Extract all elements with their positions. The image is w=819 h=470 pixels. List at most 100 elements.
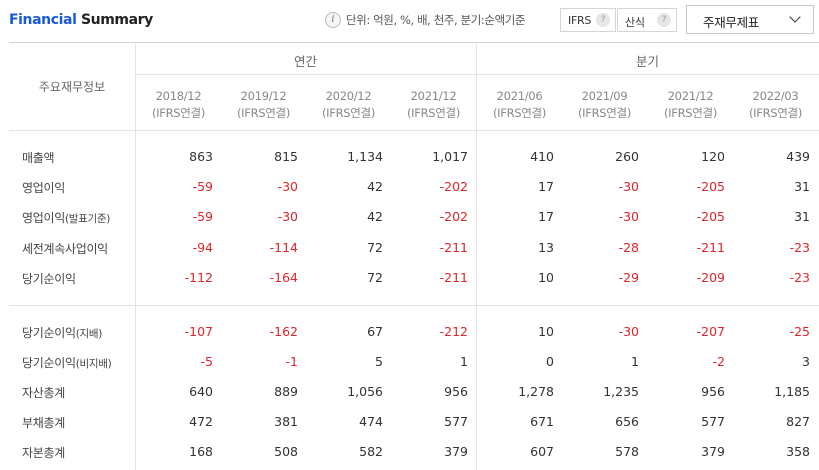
section-divider [9,305,819,306]
page-title-financial: Financial [9,12,77,28]
row-label: 영업이익 [22,179,65,196]
table-cell: 1,017 [432,149,468,164]
row-label-text: 부채총계 [22,416,65,430]
formula-toggle[interactable]: 산식 ? [617,8,677,32]
formula-label: 산식 [625,16,645,29]
table-cell: 1 [631,354,639,369]
unit-text: 단위: 억원, %, 배, 천주, 분기:순액기준 [346,13,526,27]
table-cell: 472 [189,414,213,429]
table-cell: 439 [786,149,810,164]
column-period: 2020/12 [325,89,372,103]
table-cell: -59 [192,209,213,224]
column-basis: (IFRS연결) [577,106,632,120]
group-header-quarter: 분기 [635,54,659,69]
table-cell: -164 [269,270,298,285]
table-cell: 381 [274,414,298,429]
table-cell: 827 [786,414,810,429]
group-header-annual: 연간 [293,54,317,69]
table-cell: -28 [618,240,639,255]
column-header: 2018/12 (IFRS연결) [136,88,221,122]
column-period: 2021/12 [410,89,457,103]
column-basis: (IFRS연결) [663,106,718,120]
chevron-down-icon [789,11,801,23]
table-cell: 379 [701,444,725,459]
column-basis: (IFRS연결) [492,106,547,120]
column-period: 2022/03 [752,89,799,103]
table-cell: -202 [439,179,468,194]
table-cell: 168 [189,444,213,459]
info-icon[interactable]: i [325,12,341,28]
table-cell: -211 [439,240,468,255]
table-cell: 358 [786,444,810,459]
table-cell: 10 [538,270,554,285]
table-cell: 3 [802,354,810,369]
table-cell: -162 [269,324,298,339]
table-cell: 1,278 [518,384,554,399]
table-cell: 31 [794,209,810,224]
header-bottom-border [9,130,819,131]
table-cell: 31 [794,179,810,194]
table-top-border [9,42,819,43]
label-column-divider [135,42,136,470]
column-basis: (IFRS연결) [236,106,291,120]
table-cell: 42 [367,179,383,194]
table-cell: 410 [530,149,554,164]
corner-label: 주요재무정보 [38,80,106,94]
column-period: 2021/06 [496,89,543,103]
group-header-divider [135,74,819,75]
column-header: 2021/09 (IFRS연결) [562,88,647,122]
table-cell: 0 [546,354,554,369]
row-label-text: 자산총계 [22,386,65,400]
table-cell: 582 [359,444,383,459]
table-cell: -2 [712,354,725,369]
table-cell: 656 [615,414,639,429]
table-cell: -207 [696,324,725,339]
row-label-text: 당기순이익 [22,272,76,286]
table-cell: 379 [444,444,468,459]
table-cell: -30 [618,209,639,224]
column-period: 2019/12 [240,89,287,103]
table-cell: -211 [696,240,725,255]
row-label: 당기순이익(비지배) [22,354,112,371]
table-cell: -30 [618,179,639,194]
row-label: 매출액 [22,149,55,166]
table-cell: 17 [538,179,554,194]
table-cell: 67 [367,324,383,339]
column-basis: (IFRS연결) [321,106,376,120]
table-cell: 72 [367,240,383,255]
table-cell: 578 [615,444,639,459]
table-cell: -59 [192,179,213,194]
column-basis: (IFRS연결) [406,106,461,120]
ifrs-help-icon[interactable]: ? [596,13,610,27]
table-cell: -212 [439,324,468,339]
column-header: 2019/12 (IFRS연결) [221,88,306,122]
table-cell: -30 [618,324,639,339]
annual-quarter-divider [476,42,477,470]
statement-type-select[interactable]: 주재무제표 [686,5,814,34]
table-cell: -30 [277,209,298,224]
row-label-suffix: (지배) [75,328,103,340]
row-label: 자본총계 [22,444,65,461]
column-period: 2018/12 [155,89,202,103]
table-cell: -25 [789,324,810,339]
table-cell: 72 [367,270,383,285]
ifrs-toggle[interactable]: IFRS ? [560,8,616,32]
table-cell: 260 [615,149,639,164]
table-cell: 863 [189,149,213,164]
row-label-suffix: (발표기준) [64,213,111,225]
table-cell: -23 [789,270,810,285]
table-cell: 120 [701,149,725,164]
row-label-text: 영업이익 [22,181,65,195]
column-basis: (IFRS연결) [151,106,206,120]
column-header: 2020/12 (IFRS연결) [306,88,391,122]
row-label-text: 매출액 [22,151,55,165]
column-header: 2022/03 (IFRS연결) [733,88,818,122]
column-basis: (IFRS연결) [748,106,803,120]
row-label: 세전계속사업이익 [22,240,108,257]
statement-type-value: 주재무제표 [703,15,760,30]
table-cell: -23 [789,240,810,255]
formula-help-icon[interactable]: ? [657,13,671,27]
table-cell: -5 [200,354,213,369]
summary-header: Financial Summary i 단위: 억원, %, 배, 천주, 분기… [0,0,819,42]
column-period: 2021/09 [581,89,628,103]
